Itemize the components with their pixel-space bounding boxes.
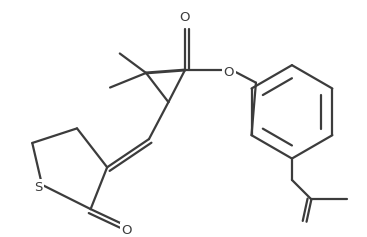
Text: O: O — [121, 224, 132, 237]
Text: O: O — [180, 11, 190, 24]
Text: O: O — [224, 66, 234, 79]
Text: S: S — [34, 181, 42, 194]
